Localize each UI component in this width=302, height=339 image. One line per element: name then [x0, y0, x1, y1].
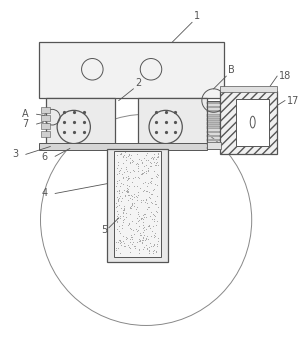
Text: 4: 4	[41, 188, 47, 198]
Bar	[207, 114, 220, 117]
Bar	[220, 91, 277, 154]
Bar	[40, 107, 50, 113]
Bar	[207, 143, 220, 145]
Bar	[207, 102, 220, 104]
Bar	[220, 91, 277, 154]
Text: B: B	[228, 65, 235, 75]
Bar	[207, 122, 220, 125]
Text: 3: 3	[12, 149, 18, 159]
Bar	[138, 98, 207, 144]
Bar	[207, 131, 220, 133]
Bar	[207, 106, 220, 108]
Text: 2: 2	[135, 78, 142, 88]
Bar	[207, 118, 220, 121]
Bar	[47, 98, 115, 144]
Bar	[207, 135, 220, 137]
Bar	[114, 152, 161, 257]
Text: A: A	[22, 109, 29, 119]
Text: 7: 7	[23, 119, 29, 129]
Bar	[107, 149, 168, 262]
Bar	[39, 143, 207, 151]
Bar	[40, 131, 50, 137]
Text: 1: 1	[194, 12, 200, 21]
Text: 5: 5	[101, 225, 107, 235]
Bar	[40, 123, 50, 129]
Bar	[40, 115, 50, 121]
Text: 17: 17	[287, 96, 299, 105]
Bar	[236, 99, 269, 145]
Bar	[220, 86, 277, 92]
Bar	[207, 101, 220, 149]
Bar	[39, 42, 224, 98]
Bar	[207, 142, 221, 149]
Bar	[207, 139, 220, 141]
Bar	[207, 110, 220, 113]
Text: 18: 18	[279, 71, 291, 81]
Text: 6: 6	[41, 152, 47, 162]
Bar	[207, 126, 220, 129]
Bar	[207, 147, 220, 149]
